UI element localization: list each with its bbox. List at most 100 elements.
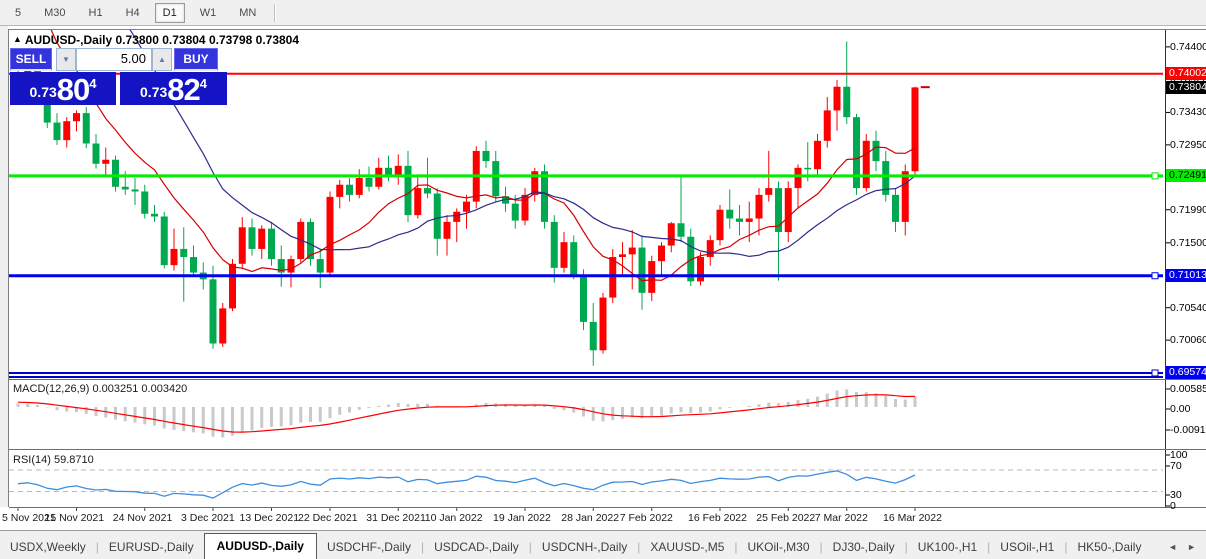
volume-decrement-button[interactable]: ▼ bbox=[56, 48, 76, 71]
tab-scroll-left-icon[interactable]: ◄ bbox=[1168, 542, 1178, 552]
chart-tab-audusd-daily[interactable]: AUDUSD-,Daily bbox=[203, 533, 317, 559]
chart-tab-usdx-weekly[interactable]: USDX,Weekly bbox=[10, 540, 86, 554]
candle bbox=[443, 221, 451, 239]
candle bbox=[755, 194, 763, 219]
date-tick-label: 31 Dec 2021 bbox=[366, 512, 426, 524]
collapse-icon[interactable]: ▲ bbox=[13, 34, 22, 44]
spin-down-icon: ▼ bbox=[62, 55, 70, 64]
candle bbox=[911, 87, 919, 172]
chart-tab-uk100-h1[interactable]: UK100-,H1 bbox=[917, 540, 978, 554]
candle bbox=[482, 150, 490, 162]
candle bbox=[560, 242, 568, 268]
candle bbox=[219, 308, 227, 344]
sell-button[interactable]: SELL bbox=[10, 48, 52, 71]
candle bbox=[346, 184, 353, 195]
tab-separator: | bbox=[95, 540, 99, 554]
rsi-axis-label: 0 bbox=[1170, 500, 1176, 512]
tab-separator: | bbox=[420, 540, 425, 554]
chart-tab-hk50-daily[interactable]: HK50-,Daily bbox=[1077, 540, 1142, 554]
candle bbox=[209, 279, 217, 344]
candle bbox=[658, 245, 665, 262]
timeframe-button-m30[interactable]: M30 bbox=[44, 6, 66, 19]
tab-separator: | bbox=[637, 540, 641, 554]
sell-price-big: 80 bbox=[56, 72, 90, 107]
sell-quote[interactable]: 0.73 80 4 bbox=[10, 72, 116, 105]
date-tick-label: 15 Nov 2021 bbox=[44, 512, 105, 524]
buy-price-pipette: 4 bbox=[199, 76, 207, 91]
symbol-tab-bar: USDX,Weekly | EURUSD-,Daily AUDUSD-,Daily US… bbox=[0, 530, 1206, 559]
date-tick-label: 10 Jan 2022 bbox=[424, 512, 483, 524]
line-handle bbox=[1151, 272, 1159, 280]
price-level-badge: 0.72491 bbox=[1166, 169, 1206, 183]
buy-quote[interactable]: 0.73 82 4 bbox=[120, 72, 227, 105]
candle bbox=[453, 211, 461, 222]
candle bbox=[248, 227, 256, 249]
candle bbox=[151, 213, 158, 217]
chart-tab-xauusd-m5[interactable]: XAUUSD-,M5 bbox=[650, 540, 725, 554]
tab-scroll-right-icon[interactable]: ► bbox=[1187, 542, 1196, 552]
buy-button[interactable]: BUY bbox=[174, 48, 218, 71]
tab-separator: | bbox=[1064, 540, 1068, 554]
date-tick-label: 13 Dec 2021 bbox=[239, 512, 300, 524]
timeframe-button-mn[interactable]: MN bbox=[239, 6, 257, 19]
candle bbox=[326, 196, 334, 273]
candle bbox=[736, 218, 743, 222]
ohlc-readout: 0.73800 0.73804 0.73798 0.73804 bbox=[115, 33, 300, 47]
tab-separator: | bbox=[987, 540, 991, 554]
candle bbox=[180, 248, 188, 258]
chart-tab-usdchf-daily[interactable]: USDCHF-,Daily bbox=[326, 540, 411, 554]
rsi-panel-splitter[interactable] bbox=[9, 449, 1206, 450]
volume-input[interactable]: 5.00 bbox=[76, 48, 152, 71]
candle bbox=[102, 159, 110, 164]
candle bbox=[316, 259, 324, 273]
candle bbox=[619, 254, 626, 258]
rsi-label: RSI(14) 59.8710 bbox=[13, 454, 94, 466]
chart-title: ▲ AUDUSD-,Daily 0.73800 0.73804 0.73798 … bbox=[13, 33, 299, 47]
candle bbox=[677, 223, 685, 237]
symbol-period-label: AUDUSD-,Daily bbox=[24, 33, 113, 47]
chart-tab-usdcnh-daily[interactable]: USDCNH-,Daily bbox=[541, 540, 628, 554]
timeframe-button-5[interactable]: 5 bbox=[15, 6, 22, 19]
sell-price-pipette: 4 bbox=[89, 76, 97, 91]
candle bbox=[765, 188, 773, 195]
chart-tab-dj30-daily[interactable]: DJ30-,Daily bbox=[832, 540, 895, 554]
volume-increment-button[interactable]: ▲ bbox=[152, 48, 172, 71]
candle bbox=[307, 221, 314, 260]
candle bbox=[667, 223, 675, 246]
date-tick-label: 7 Feb 2022 bbox=[619, 512, 673, 524]
buy-price-big: 82 bbox=[167, 72, 200, 107]
timeframe-button-w1[interactable]: W1 bbox=[199, 6, 217, 19]
price-level-badge: 0.73804 bbox=[1166, 80, 1206, 94]
chart-tab-eurusd-daily[interactable]: EURUSD-,Daily bbox=[108, 540, 194, 554]
macd-panel-splitter[interactable] bbox=[9, 379, 1206, 380]
price-tick-label: 0.72950 bbox=[1170, 138, 1206, 151]
candle bbox=[843, 86, 851, 118]
candle bbox=[804, 167, 812, 170]
candle bbox=[414, 188, 422, 216]
line-handle bbox=[1151, 172, 1159, 180]
chart-tab-usoil-h1[interactable]: USOil-,H1 bbox=[1000, 540, 1055, 554]
macd-label: MACD(12,26,9) 0.003251 0.003420 bbox=[13, 383, 188, 395]
timeframe-button-h4[interactable]: H4 bbox=[125, 6, 140, 19]
date-tick-label: 3 Dec 2021 bbox=[181, 512, 235, 524]
line-handle bbox=[1151, 369, 1159, 377]
chart-tab-usdcad-daily[interactable]: USDCAD-,Daily bbox=[434, 540, 519, 554]
candle bbox=[745, 218, 753, 222]
candle bbox=[336, 184, 344, 197]
date-tick-label: 16 Mar 2022 bbox=[883, 512, 942, 524]
chart-window-border-left bbox=[8, 29, 9, 507]
chart-tab-ukoil-m30[interactable]: UKOil-,M30 bbox=[747, 540, 810, 554]
price-tick-label: 0.73430 bbox=[1170, 106, 1206, 119]
candle bbox=[502, 196, 509, 204]
candle bbox=[775, 188, 782, 233]
candle bbox=[531, 171, 539, 195]
timeframe-button-d1[interactable]: D1 bbox=[154, 2, 185, 23]
date-axis-splitter bbox=[9, 507, 1206, 508]
price-level-badge: 0.71013 bbox=[1166, 269, 1206, 283]
candle bbox=[862, 140, 870, 189]
candle bbox=[638, 247, 646, 293]
candle bbox=[190, 257, 197, 273]
timeframe-button-h1[interactable]: H1 bbox=[88, 6, 103, 19]
